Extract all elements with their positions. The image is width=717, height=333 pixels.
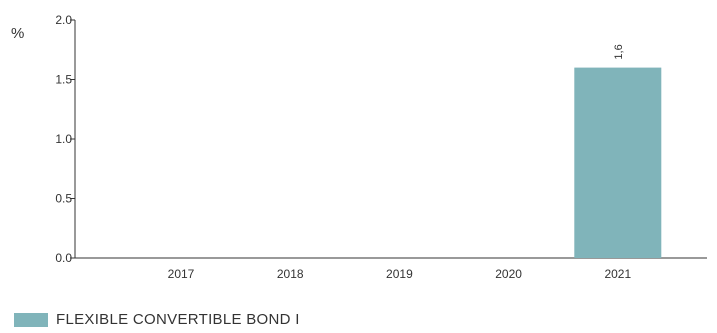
y-tick-label: 0.5	[55, 192, 72, 206]
x-tick-label: 2018	[277, 267, 304, 281]
y-tick-label: 1.0	[55, 132, 72, 146]
y-unit-label: %	[11, 25, 24, 42]
x-tick-label: 2021	[604, 267, 631, 281]
y-tick-label: 2.0	[55, 13, 72, 27]
x-tick-label: 2017	[168, 267, 195, 281]
x-tick-label: 2019	[386, 267, 413, 281]
legend-label: FLEXIBLE CONVERTIBLE BOND I	[56, 311, 300, 328]
y-tick-label: 1.5	[55, 73, 72, 87]
x-axis: 2017 2018 2019 2020 2021	[75, 257, 707, 281]
bar	[574, 67, 662, 258]
legend-swatch	[14, 312, 48, 327]
y-axis: 0.0 0.5 1.0 1.5 2.0	[55, 13, 76, 265]
y-tick-label: 0.0	[55, 251, 72, 265]
bar-value-label: 1,6	[613, 44, 625, 59]
legend: FLEXIBLE CONVERTIBLE BOND I	[14, 311, 300, 328]
bars: 1,6	[574, 44, 662, 258]
x-tick-label: 2020	[495, 267, 522, 281]
